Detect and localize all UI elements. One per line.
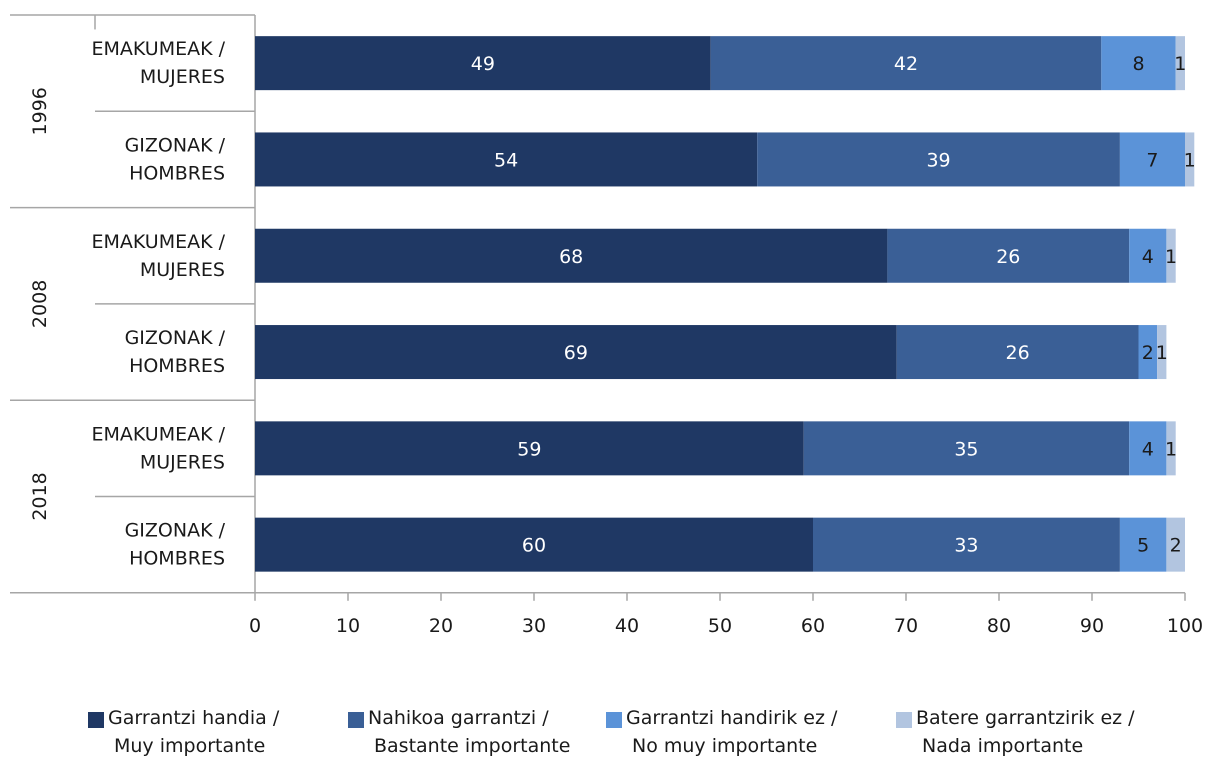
legend-label: Nahikoa garrantzi / [368, 707, 549, 729]
legend-label: Bastante importante [374, 735, 571, 757]
bar-segment [1166, 421, 1176, 476]
data-label: 68 [559, 246, 583, 268]
x-tick-label: 10 [336, 615, 360, 637]
data-label: 59 [517, 438, 541, 460]
data-label: 1 [1184, 149, 1196, 171]
x-tick-label: 90 [1080, 615, 1104, 637]
x-tick-label: 0 [249, 615, 261, 637]
bar-segment [255, 132, 758, 187]
row-label: GIZONAK / [125, 134, 226, 156]
x-tick-label: 80 [987, 615, 1011, 637]
row-label: MUJERES [140, 66, 225, 88]
row-label: HOMBRES [129, 355, 225, 377]
data-label: 54 [494, 149, 518, 171]
row-label: GIZONAK / [125, 520, 226, 542]
bar-segment [255, 517, 813, 572]
data-label: 26 [996, 246, 1020, 268]
data-label: 26 [1006, 342, 1030, 364]
bar-segment [1185, 132, 1195, 187]
x-tick-label: 70 [894, 615, 918, 637]
legend-item-bastante-importante: Nahikoa garrantzi / Bastante importante [348, 707, 606, 760]
bar-segment [1166, 228, 1176, 283]
bar-segment [887, 228, 1130, 283]
row-label: HOMBRES [129, 162, 225, 184]
group-label: 1996 [29, 87, 51, 135]
row-label: GIZONAK / [125, 327, 226, 349]
legend-label: Garrantzi handirik ez / [626, 707, 838, 729]
stacked-bar-chart: 0 10 20 30 40 50 60 70 80 90 100 1996 EMAKUMEAK / MUJ… [10, 14, 1203, 637]
legend-label: Batere garrantzirik ez / [916, 707, 1135, 729]
data-label: 39 [926, 149, 950, 171]
x-tick-label: 100 [1167, 615, 1203, 637]
bar-segment [1175, 36, 1185, 91]
data-label: 1 [1165, 246, 1177, 268]
data-label: 7 [1146, 149, 1158, 171]
bar-segment [255, 421, 804, 476]
data-label: 8 [1132, 53, 1144, 75]
bar-segment [1157, 325, 1167, 380]
x-tick-label: 40 [615, 615, 639, 637]
bar-segment [813, 517, 1120, 572]
row-label: EMAKUMEAK / [91, 38, 225, 60]
row-label: MUJERES [140, 259, 225, 281]
data-label: 5 [1137, 535, 1149, 557]
bar-segment [255, 36, 711, 91]
data-label: 1 [1165, 438, 1177, 460]
legend: Garrantzi handia / Muy importante Nahiko… [88, 707, 1188, 760]
x-tick-label: 50 [708, 615, 732, 637]
bar-segment [1166, 517, 1185, 572]
legend-item-nada-importante: Batere garrantzirik ez / Nada importante [896, 707, 1186, 760]
x-tick-label: 20 [429, 615, 453, 637]
bar-segment [896, 325, 1139, 380]
data-label: 42 [894, 53, 918, 75]
group-label: 2018 [29, 472, 51, 520]
bar-segment [710, 36, 1102, 91]
bar-segment [803, 421, 1130, 476]
bar-segment [255, 228, 888, 283]
bar-segment [1129, 228, 1167, 283]
legend-item-muy-importante: Garrantzi handia / Muy importante [88, 707, 348, 760]
legend-label: Garrantzi handia / [108, 707, 280, 729]
bar-segment [1119, 517, 1167, 572]
row-label: MUJERES [140, 451, 225, 473]
data-label: 1 [1174, 53, 1186, 75]
legend-label: Muy importante [114, 735, 266, 757]
x-tick-label: 30 [522, 615, 546, 637]
group-label: 2008 [29, 280, 51, 328]
bar-segment [1138, 325, 1158, 380]
legend-swatch [348, 712, 364, 728]
bar-segment [1101, 36, 1176, 91]
legend-swatch [88, 712, 104, 728]
legend-swatch [896, 712, 912, 728]
bar-segment [1129, 421, 1167, 476]
x-tick-label: 60 [801, 615, 825, 637]
legend-swatch [606, 712, 622, 728]
bar-segment [255, 325, 897, 380]
data-label: 69 [564, 342, 588, 364]
data-label: 60 [522, 535, 546, 557]
data-label: 2 [1142, 342, 1154, 364]
legend-item-no-muy-importante: Garrantzi handirik ez / No muy important… [606, 707, 896, 760]
data-label: 33 [954, 535, 978, 557]
bar-segment [757, 132, 1120, 187]
data-label: 1 [1156, 342, 1168, 364]
bar-segment [1119, 132, 1185, 187]
data-label: 4 [1142, 246, 1154, 268]
data-label: 49 [471, 53, 495, 75]
data-label: 4 [1142, 438, 1154, 460]
row-label: EMAKUMEAK / [91, 231, 225, 253]
row-label: HOMBRES [129, 548, 225, 570]
data-label: 35 [954, 438, 978, 460]
row-label: EMAKUMEAK / [91, 423, 225, 445]
legend-label: Nada importante [922, 735, 1084, 757]
legend-label: No muy importante [632, 735, 818, 757]
data-label: 2 [1170, 535, 1182, 557]
